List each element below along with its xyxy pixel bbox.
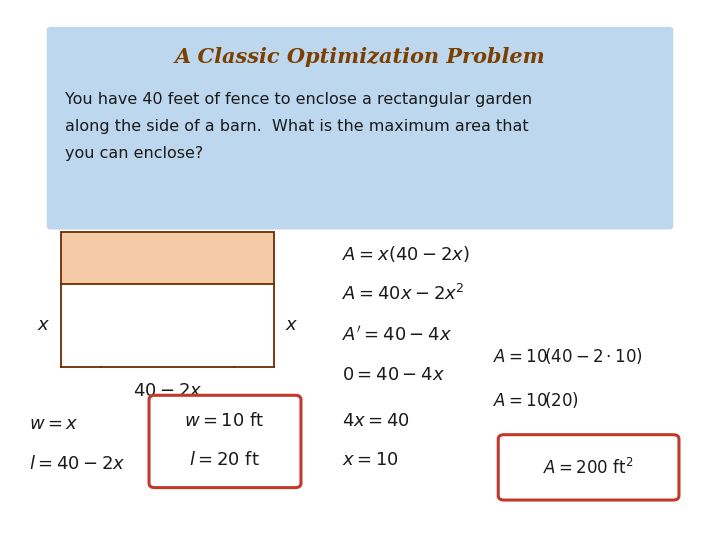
Text: $A' = 40-4x$: $A' = 40-4x$ <box>342 325 452 345</box>
FancyBboxPatch shape <box>47 27 673 230</box>
Text: $x = 10$: $x = 10$ <box>342 451 399 469</box>
Text: along the side of a barn.  What is the maximum area that: along the side of a barn. What is the ma… <box>65 119 528 134</box>
FancyBboxPatch shape <box>498 435 679 500</box>
Text: $0 = 40-4x$: $0 = 40-4x$ <box>342 366 445 384</box>
Text: $A=200\ \mathrm{ft}^2$: $A=200\ \mathrm{ft}^2$ <box>543 458 634 478</box>
Text: $w=10\ \mathrm{ft}$: $w=10\ \mathrm{ft}$ <box>184 412 265 430</box>
Text: A Classic Optimization Problem: A Classic Optimization Problem <box>175 46 545 67</box>
Text: $x$: $x$ <box>285 316 298 334</box>
Text: $w=x$: $w=x$ <box>29 415 78 433</box>
Text: $A = 40x-2x^2$: $A = 40x-2x^2$ <box>342 284 464 305</box>
Text: you can enclose?: you can enclose? <box>65 146 203 161</box>
Text: $4x = 40$: $4x = 40$ <box>342 412 410 430</box>
Text: $l=40-2x$: $l=40-2x$ <box>29 455 125 474</box>
FancyBboxPatch shape <box>149 395 301 488</box>
Text: $40-2x$: $40-2x$ <box>132 382 202 401</box>
Text: $A=10\!\left(20\right)$: $A=10\!\left(20\right)$ <box>493 389 579 410</box>
Bar <box>61 232 274 284</box>
Text: $x$: $x$ <box>37 316 50 334</box>
Text: $l=20\ \mathrm{ft}$: $l=20\ \mathrm{ft}$ <box>189 451 260 469</box>
Text: $A=10\!\left(40-2\cdot10\right)$: $A=10\!\left(40-2\cdot10\right)$ <box>493 346 643 367</box>
Text: $A = x\left(40-2x\right)$: $A = x\left(40-2x\right)$ <box>342 244 469 264</box>
Text: You have 40 feet of fence to enclose a rectangular garden: You have 40 feet of fence to enclose a r… <box>65 92 532 107</box>
